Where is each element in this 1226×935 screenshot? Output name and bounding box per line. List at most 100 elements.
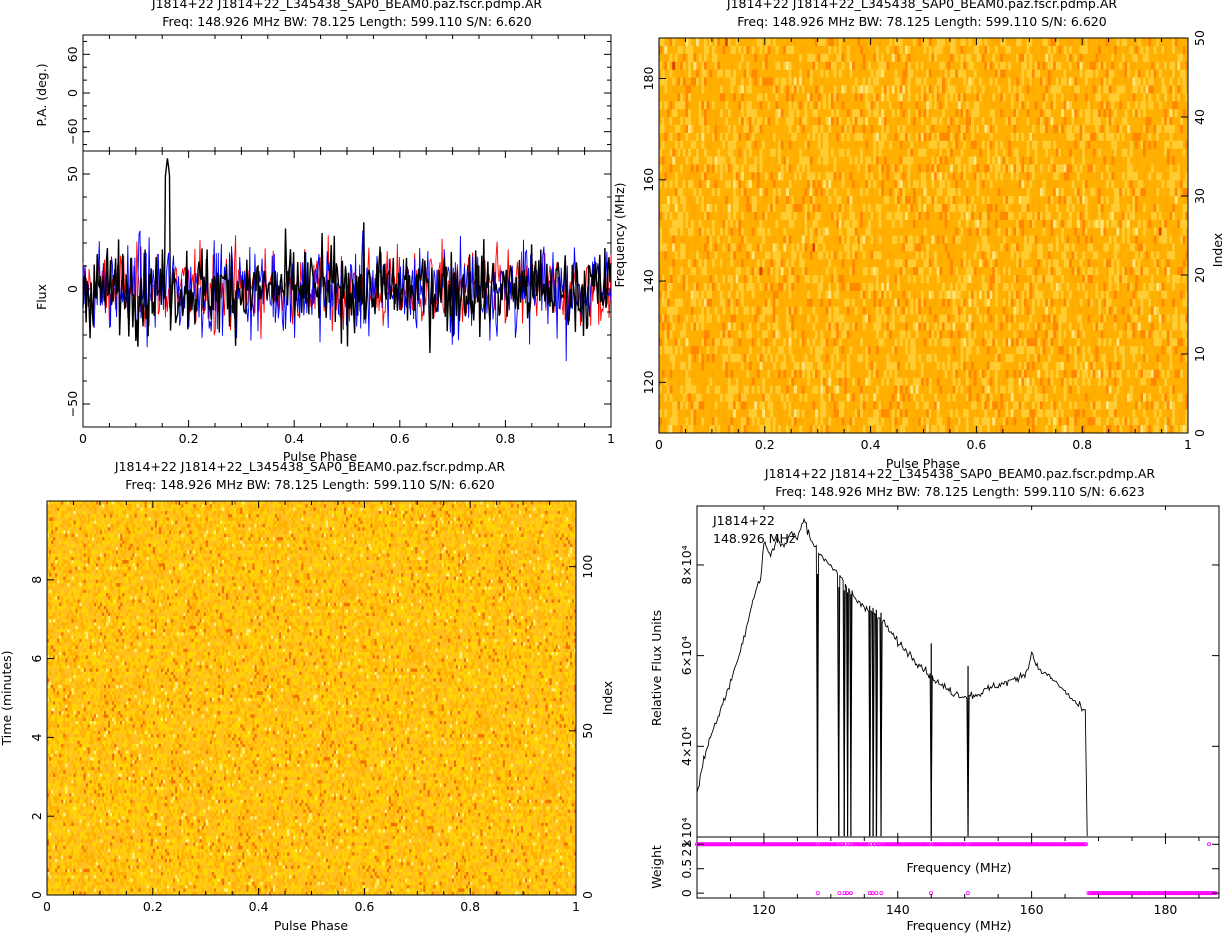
freq-phase-cell (1169, 385, 1173, 394)
freq-phase-cell (812, 211, 816, 220)
freq-phase-cell (1050, 298, 1054, 307)
freq-phase-cell (685, 282, 689, 292)
freq-phase-cell (719, 235, 723, 244)
freq-phase-cell (735, 267, 739, 276)
freq-phase-cell (1053, 322, 1057, 331)
freq-phase-cell (934, 393, 938, 402)
freq-phase-cell (825, 45, 829, 55)
freq-phase-cell (912, 251, 916, 260)
profile-title: J1814+22 J1814+22_L345438_SAP0_BEAM0.paz… (151, 0, 542, 11)
freq-phase-cell (973, 330, 977, 339)
freq-phase-cell (886, 196, 890, 205)
freq-phase-cell (1021, 298, 1025, 307)
freq-phase-cell (698, 117, 702, 126)
freq-phase-cell (1024, 188, 1027, 197)
freq-phase-cell (1082, 377, 1086, 386)
freq-phase-cell (934, 401, 938, 410)
freq-phase-cell (994, 203, 998, 213)
freq-phase-cell (1148, 369, 1152, 378)
freq-phase-cell (1137, 361, 1141, 371)
freq-phase-cell (1108, 401, 1112, 410)
freq-phase-cell (986, 251, 990, 260)
freq-phase-cell (1008, 338, 1012, 347)
freq-phase-cell (674, 361, 678, 371)
freq-phase-cell (928, 377, 932, 386)
freq-phase-cell (947, 77, 951, 86)
freq-phase-cell (1129, 259, 1133, 268)
freq-phase-cell (1018, 369, 1022, 378)
freq-phase-cell (685, 243, 689, 252)
freq-phase-cell (1000, 243, 1004, 252)
freq-phase-cell (1074, 275, 1078, 284)
freq-phase-cell (754, 338, 758, 347)
freq-phase-cell (1145, 369, 1149, 378)
freq-phase-cell (1153, 346, 1157, 355)
freq-phase-cell (1119, 346, 1123, 355)
freq-phase-cell (825, 140, 829, 149)
freq-phase-cell (1016, 298, 1020, 307)
freq-phase-cell (680, 196, 684, 205)
freq-phase-cell (965, 369, 969, 378)
freq-phase-cell (764, 298, 768, 307)
freq-phase-cell (1045, 117, 1049, 126)
freq-phase-cell (1169, 251, 1173, 260)
freq-phase-cell (1037, 393, 1041, 402)
freq-phase-cell (1113, 124, 1117, 134)
freq-phase-cell (706, 101, 710, 110)
freq-phase-cell (793, 393, 797, 402)
freq-phase-cell (1158, 53, 1162, 62)
freq-phase-cell (666, 282, 670, 292)
freq-phase-cell (1140, 298, 1144, 307)
freq-phase-cell (788, 235, 792, 244)
freq-phase-cell (955, 140, 959, 149)
freq-phase-cell (870, 354, 874, 363)
freq-phase-cell (688, 227, 692, 236)
freq-phase-cell (886, 109, 890, 118)
freq-phase-cell (986, 140, 990, 149)
freq-phase-cell (1024, 290, 1027, 299)
freq-phase-cell (1021, 306, 1025, 315)
freq-phase-cell (822, 101, 826, 110)
freq-phase-cell (733, 314, 736, 323)
freq-phase-cell (833, 235, 837, 244)
freq-phase-cell (939, 180, 943, 189)
freq-phase-cell (1087, 124, 1091, 134)
freq-phase-cell (965, 385, 969, 394)
freq-phase-cell (849, 172, 853, 181)
freq-phase-cell (997, 156, 1001, 165)
freq-phase-cell (1137, 290, 1141, 299)
freq-phase-cell (979, 45, 982, 55)
freq-phase-cell (1182, 401, 1186, 410)
freq-phase-cell (820, 282, 824, 292)
freq-phase-cell (659, 377, 662, 386)
freq-phase-cell (1185, 69, 1189, 78)
freq-phase-cell (1082, 156, 1086, 165)
freq-phase-cell (1098, 188, 1102, 197)
freq-phase-cell (1095, 290, 1099, 299)
freq-phase-cell (719, 393, 723, 402)
freq-phase-cell (860, 45, 863, 55)
freq-phase-cell (984, 61, 988, 70)
freq-phase-cell (764, 196, 768, 205)
freq-phase-cell (1180, 354, 1184, 363)
freq-phase-cell (669, 267, 673, 276)
freq-phase-cell (846, 385, 850, 394)
freq-phase-cell (762, 401, 766, 410)
freq-phase-cell (963, 203, 967, 213)
freq-phase-cell (1092, 346, 1096, 355)
freq-phase-cell (1100, 322, 1104, 331)
freq-phase-cell (947, 61, 951, 70)
freq-phase-cell (698, 148, 702, 157)
freq-phase-cell (936, 203, 940, 213)
freq-phase-cell (1148, 298, 1152, 307)
freq-phase-cell (1047, 156, 1051, 165)
freq-phase-cell (862, 377, 866, 386)
freq-phase-cell (751, 282, 755, 292)
freq-phase-cell (994, 140, 998, 149)
freq-phase-cell (1185, 314, 1189, 323)
freq-phase-cell (1074, 267, 1078, 276)
freq-phase-cell (672, 196, 676, 205)
freq-phase-cell (1169, 164, 1173, 173)
freq-phase-cell (1143, 338, 1146, 347)
freq-phase-cell (1098, 275, 1102, 284)
